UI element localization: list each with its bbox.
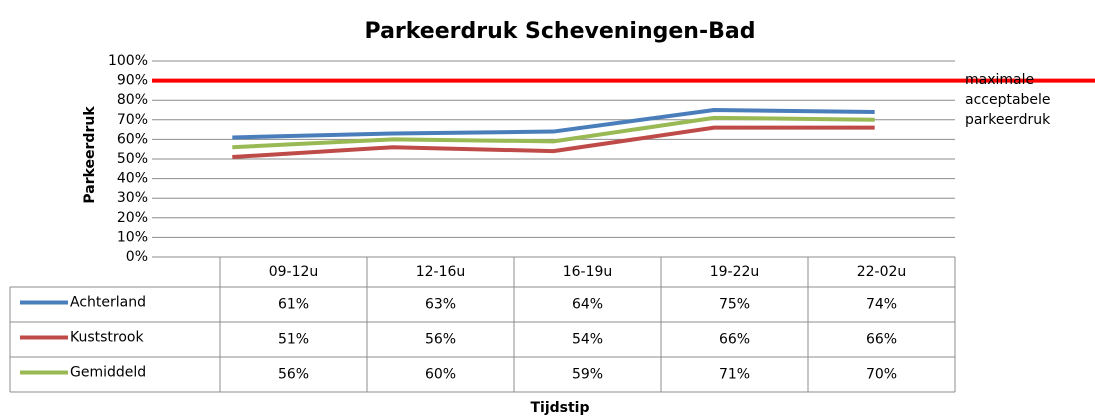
table-value: 66% xyxy=(866,332,897,348)
legend-label: Kuststrook xyxy=(70,330,145,346)
series-line xyxy=(232,125,875,160)
x-axis-label: Tijdstip xyxy=(530,400,589,416)
y-axis-label: Parkeerdruk xyxy=(82,106,98,204)
x-tick-label: 16-19u xyxy=(563,264,613,280)
table-value: 74% xyxy=(866,297,897,313)
table-value: 54% xyxy=(572,332,603,348)
reference-label: maximale xyxy=(965,72,1034,88)
y-tick-label: 70% xyxy=(117,112,148,128)
table-value: 63% xyxy=(425,297,456,313)
y-tick-label: 40% xyxy=(117,171,148,187)
x-tick-label: 22-02u xyxy=(857,264,907,280)
table-value: 61% xyxy=(278,297,309,313)
table-value: 75% xyxy=(719,297,750,313)
table-value: 66% xyxy=(719,332,750,348)
series-line xyxy=(232,108,875,140)
series-line xyxy=(232,115,875,150)
y-tick-label: 10% xyxy=(117,229,148,245)
table-value: 51% xyxy=(278,332,309,348)
x-tick-label: 09-12u xyxy=(269,264,319,280)
table-value: 59% xyxy=(572,367,603,383)
y-tick-label: 80% xyxy=(117,92,148,108)
reference-label: acceptabele xyxy=(965,92,1051,108)
table-value: 70% xyxy=(866,367,897,383)
table-value: 56% xyxy=(278,367,309,383)
y-tick-label: 100% xyxy=(108,53,148,69)
y-tick-label: 60% xyxy=(117,131,148,147)
legend-label: Gemiddeld xyxy=(70,365,146,381)
chart-title: Parkeerdruk Scheveningen-Bad xyxy=(365,19,756,44)
y-tick-label: 50% xyxy=(117,151,148,167)
legend-label: Achterland xyxy=(70,295,146,311)
table-value: 71% xyxy=(719,367,750,383)
y-tick-label: 20% xyxy=(117,210,148,226)
table-value: 60% xyxy=(425,367,456,383)
x-tick-label: 12-16u xyxy=(416,264,466,280)
x-tick-label: 19-22u xyxy=(710,264,760,280)
table-value: 56% xyxy=(425,332,456,348)
y-tick-label: 0% xyxy=(126,249,148,265)
reference-label: parkeerdruk xyxy=(965,112,1051,128)
table-value: 64% xyxy=(572,297,603,313)
y-tick-label: 30% xyxy=(117,190,148,206)
y-tick-label: 90% xyxy=(117,73,148,89)
